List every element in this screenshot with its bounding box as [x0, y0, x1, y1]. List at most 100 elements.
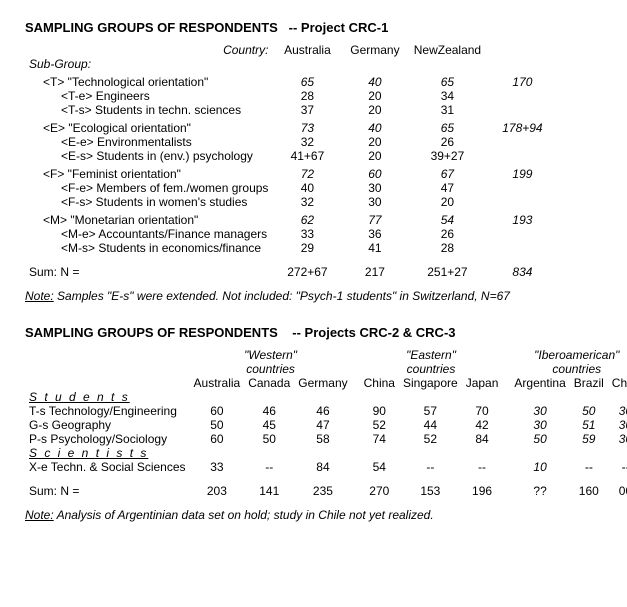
group-total: 199 [487, 167, 557, 181]
t2-note: Note: Analysis of Argentinian data set o… [25, 508, 602, 522]
group-head: <T> "Technological orientation" [25, 75, 272, 89]
cell: 65 [407, 121, 487, 135]
t2-sum: 141 [244, 484, 294, 498]
t2-sum: 270 [360, 484, 399, 498]
t2-note-text: Analysis of Argentinian data set on hold… [54, 508, 434, 522]
cell: 30 [608, 418, 627, 432]
cell: 33 [272, 227, 342, 241]
cell: 50 [244, 432, 294, 446]
t2-col: Chile [608, 376, 627, 390]
cell: 45 [244, 418, 294, 432]
reg-e-sub: countries [360, 362, 503, 376]
cell: 26 [407, 135, 487, 149]
cell: -- [570, 460, 608, 474]
cell: 30 [510, 418, 569, 432]
cell: 32 [272, 135, 342, 149]
t1-sum-label: Sum: N = [25, 265, 272, 279]
cell: 54 [407, 213, 487, 227]
cell: 59 [570, 432, 608, 446]
col-nz: NewZealand [407, 43, 487, 57]
cell: 30 [342, 181, 407, 195]
cell: -- [462, 460, 503, 474]
cell: 40 [342, 121, 407, 135]
t1-note-label: Note: [25, 289, 54, 303]
reg-i-sub: countries [510, 362, 627, 376]
country-label: Country: [25, 43, 272, 57]
cell: 50 [570, 404, 608, 418]
cell: 47 [407, 181, 487, 195]
t2-col: Argentina [510, 376, 569, 390]
cell: 52 [399, 432, 462, 446]
cell: 84 [462, 432, 503, 446]
t2-sum: 160 [570, 484, 608, 498]
cell: 20 [342, 89, 407, 103]
cell: 42 [462, 418, 503, 432]
cell: 41 [342, 241, 407, 255]
sub-label: <M-s> Students in economics/finance [25, 241, 272, 255]
t2-sum: ?? [510, 484, 569, 498]
t2-sum-label: Sum: N = [25, 484, 190, 498]
t2-sum: 235 [294, 484, 351, 498]
cell: 44 [399, 418, 462, 432]
row-label: T-s Technology/Engineering [25, 404, 190, 418]
cell: 67 [407, 167, 487, 181]
t2-col: Singapore [399, 376, 462, 390]
t2-sum: 196 [462, 484, 503, 498]
cell: 37 [272, 103, 342, 117]
t2-col: Japan [462, 376, 503, 390]
cell: 30 [510, 404, 569, 418]
t2-sum: 00 [608, 484, 627, 498]
cell: 58 [294, 432, 351, 446]
cell: 31 [407, 103, 487, 117]
reg-w: "Western" [190, 348, 352, 362]
cell: 50 [510, 432, 569, 446]
cell: 41+67 [272, 149, 342, 163]
sub-label: <F-e> Members of fem./women groups [25, 181, 272, 195]
t2-title: SAMPLING GROUPS OF RESPONDENTS -- Projec… [25, 325, 602, 340]
row-label: G-s Geography [25, 418, 190, 432]
scientists-label: S c i e n t i s t s [25, 446, 190, 460]
sub-label: <T-e> Engineers [25, 89, 272, 103]
group-head: <M> "Monetarian orientation" [25, 213, 272, 227]
cell: 46 [244, 404, 294, 418]
t2-note-label: Note: [25, 508, 54, 522]
cell: 77 [342, 213, 407, 227]
cell: 70 [462, 404, 503, 418]
cell: 29 [272, 241, 342, 255]
sub-label: <E-s> Students in (env.) psychology [25, 149, 272, 163]
sub-label: <E-e> Environmentalists [25, 135, 272, 149]
group-head: <F> "Feminist orientation" [25, 167, 272, 181]
t1-sum-1: 217 [342, 265, 407, 279]
sub-label: <F-s> Students in women's studies [25, 195, 272, 209]
group-total: 178+94 [487, 121, 557, 135]
cell: 40 [272, 181, 342, 195]
cell: 90 [360, 404, 399, 418]
t1-sum-2: 251+27 [407, 265, 487, 279]
t2-table: "Western" "Eastern" "Iberoamerican" coun… [25, 348, 627, 498]
cell: 30 [608, 404, 627, 418]
cell: 36 [342, 227, 407, 241]
row-label: P-s Psychology/Sociology [25, 432, 190, 446]
cell: 60 [342, 167, 407, 181]
cell: 54 [360, 460, 399, 474]
sub-label: <M-e> Accountants/Finance managers [25, 227, 272, 241]
subgroup-label: Sub-Group: [25, 57, 272, 71]
cell: 50 [190, 418, 245, 432]
col-ger: Germany [342, 43, 407, 57]
t2-sum: 203 [190, 484, 245, 498]
cell: 20 [342, 103, 407, 117]
t1-title-a: SAMPLING GROUPS OF RESPONDENTS [25, 20, 278, 35]
cell: 73 [272, 121, 342, 135]
cell: -- [608, 460, 627, 474]
cell: 39+27 [407, 149, 487, 163]
cell: 28 [272, 89, 342, 103]
cell: 72 [272, 167, 342, 181]
cell: 20 [342, 149, 407, 163]
cell: 65 [407, 75, 487, 89]
group-head: <E> "Ecological orientation" [25, 121, 272, 135]
cell: 51 [570, 418, 608, 432]
t1-title: SAMPLING GROUPS OF RESPONDENTS -- Projec… [25, 20, 602, 35]
cell: 74 [360, 432, 399, 446]
cell: 60 [190, 432, 245, 446]
reg-w-sub: countries [190, 362, 352, 376]
